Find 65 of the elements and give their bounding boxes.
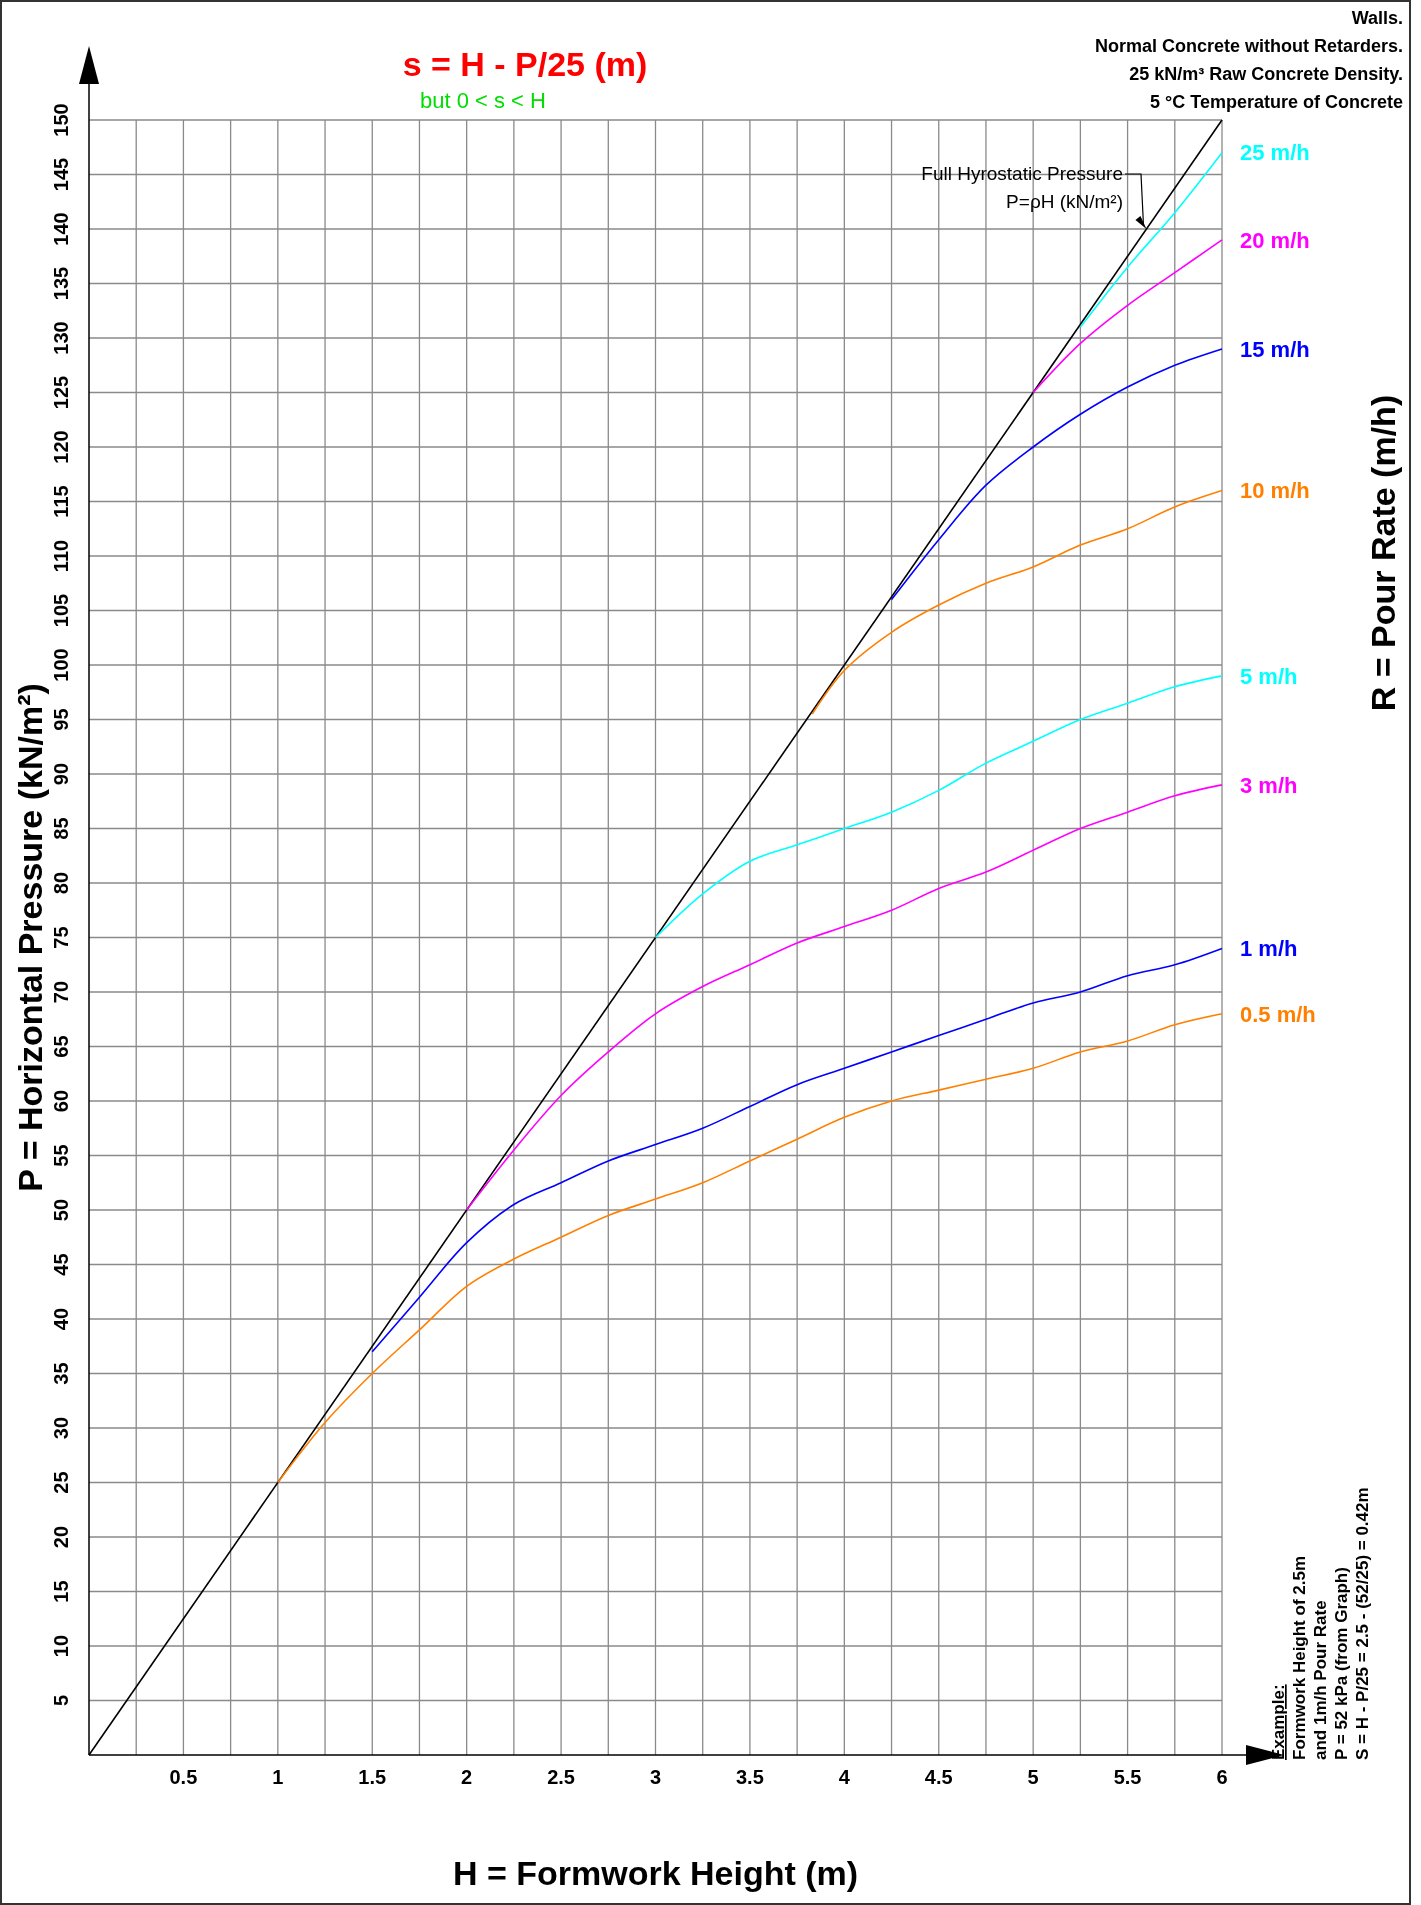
- y-tick-label: 135: [50, 266, 73, 301]
- y-tick-label: 150: [50, 103, 73, 137]
- y-tick-label: 45: [50, 1253, 73, 1276]
- line-series: [1032, 239, 1223, 394]
- y-tick-label: 75: [50, 926, 73, 949]
- y-tick-label: 5: [50, 1694, 73, 1707]
- x-tick-label: 2.5: [547, 1766, 575, 1789]
- y-tick-label: 30: [50, 1416, 73, 1440]
- y-axis-title: P = Horizontal Pressure (kN/m²): [11, 683, 49, 1192]
- y-tick-label: 95: [50, 708, 73, 731]
- series-label: 10 m/h: [1240, 478, 1310, 504]
- y-tick-label: 25: [50, 1471, 73, 1494]
- y-tick-label: 50: [50, 1198, 73, 1222]
- x-tick-label: 4: [838, 1766, 851, 1789]
- line-series: [465, 784, 1223, 1211]
- y-tick-label: 105: [50, 593, 73, 628]
- y-tick-label: 20: [50, 1525, 73, 1549]
- x-tick-label: 1: [272, 1766, 284, 1789]
- y-tick-label: 65: [50, 1035, 73, 1058]
- series-label: 1 m/h: [1240, 936, 1298, 962]
- y-tick-label: 125: [50, 375, 73, 410]
- x-tick-label: 3.5: [736, 1766, 764, 1789]
- series-label: 5 m/h: [1240, 663, 1298, 689]
- x-tick-label: 5.5: [1113, 1766, 1142, 1789]
- y-tick-label: 115: [50, 485, 73, 518]
- y-tick-label: 100: [50, 648, 73, 682]
- x-tick-label: 4.5: [924, 1766, 953, 1789]
- x-tick-label: 3: [649, 1766, 662, 1789]
- x-tick-label: 0.5: [169, 1766, 198, 1789]
- y-tick-label: 145: [50, 157, 73, 192]
- series-label: 0.5 m/h: [1240, 1001, 1316, 1027]
- text: Walls. Normal Concrete without Retarders. 25 kN/m³ Raw Concrete Density. 5 °C Temperature of Concrete: [1094, 8, 1403, 112]
- x-tick-label: 6: [1216, 1766, 1228, 1789]
- series-label: 3 m/h: [1240, 772, 1298, 798]
- y-tick-label: 70: [50, 980, 73, 1004]
- line-series: [371, 947, 1223, 1353]
- y-tick-label: 80: [50, 871, 73, 895]
- line-series: [811, 489, 1223, 715]
- x-tick-label: 2: [461, 1766, 473, 1789]
- line-series: [890, 348, 1223, 601]
- y-tick-label: 35: [50, 1362, 73, 1385]
- y-tick-label: 10: [50, 1634, 73, 1658]
- x-tick-label: 1.5: [358, 1766, 387, 1789]
- x-tick-label: 5: [1027, 1766, 1039, 1789]
- legend-title: R = Pour Rate (m/h): [1364, 394, 1402, 712]
- line-series: [277, 1013, 1223, 1484]
- y-tick-label: 130: [50, 321, 73, 355]
- series-label: 15 m/h: [1240, 336, 1310, 362]
- y-tick-label: 15: [50, 1580, 73, 1603]
- chart-title: s = H - P/25 (m): [402, 45, 648, 83]
- chart-subtitle: but 0 < s < H: [420, 88, 546, 113]
- y-tick-label: 90: [50, 762, 73, 786]
- text: Example: Formwork Height of 2.5m and 1m/h Pour Rate P = 52 kPa (from Graph) S = H - P/25 = 2.5 - (52/25) = 0.42m: [1269, 1487, 1372, 1760]
- y-tick-label: 110: [50, 539, 73, 573]
- y-tick-label: 40: [50, 1307, 73, 1331]
- x-axis-title: H = Formwork Height (m): [452, 1854, 859, 1892]
- y-tick-label: 60: [50, 1089, 73, 1113]
- line-series: [654, 675, 1223, 939]
- annotation: Full Hyrostatic Pressure P=ρH (kN/m²): [921, 163, 1123, 212]
- y-tick-label: 120: [50, 430, 73, 464]
- y-tick-label: 140: [50, 212, 73, 246]
- series-label: 20 m/h: [1240, 227, 1310, 253]
- y-tick-label: 55: [50, 1144, 73, 1167]
- y-tick-label: 85: [50, 817, 73, 840]
- series-label: 25 m/h: [1240, 140, 1310, 166]
